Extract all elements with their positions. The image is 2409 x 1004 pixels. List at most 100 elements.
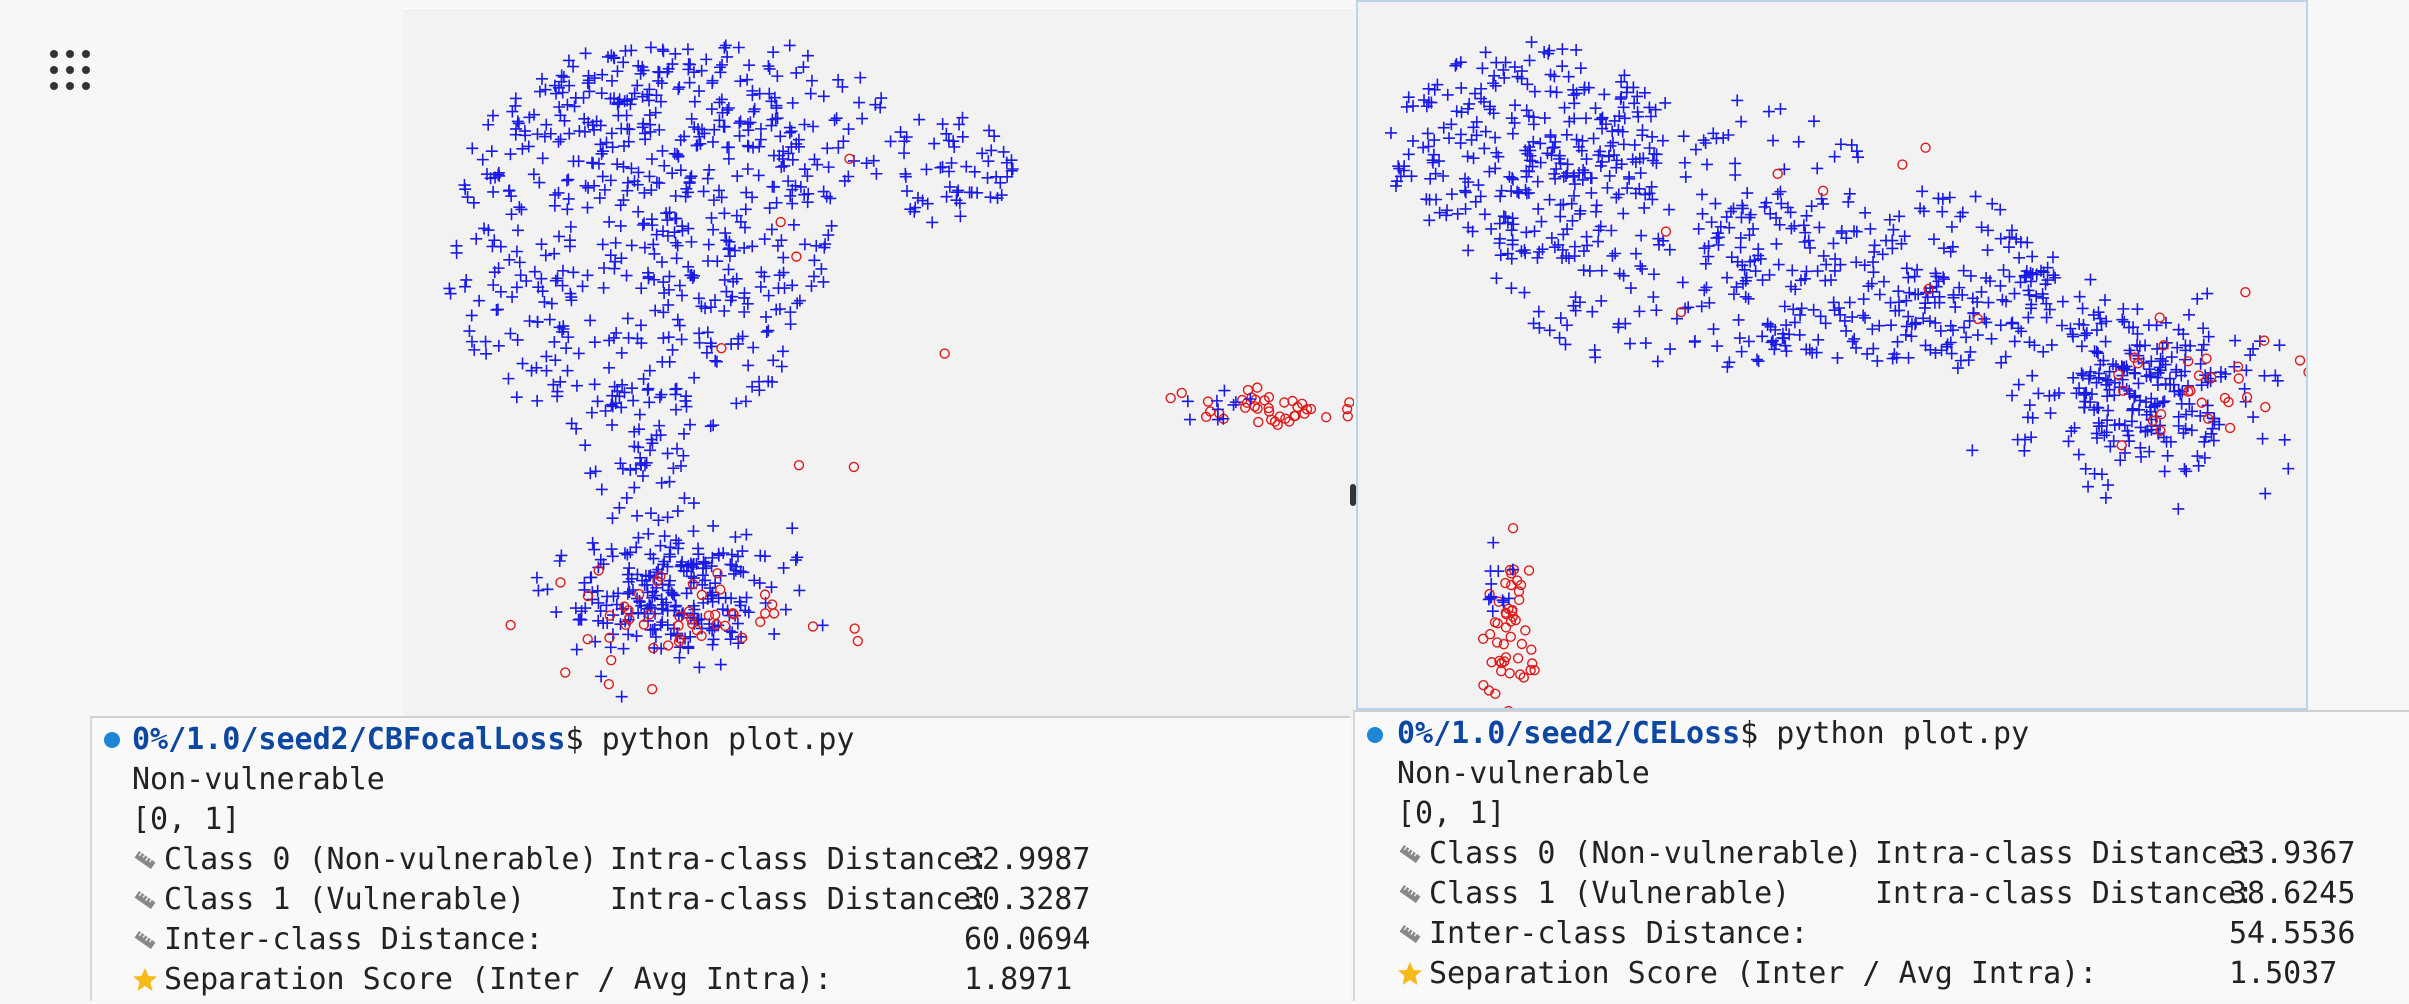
class0-point xyxy=(460,273,473,286)
class0-point xyxy=(1183,413,1196,426)
class0-point xyxy=(1735,345,1748,358)
class0-point xyxy=(1848,332,1861,345)
class0-point xyxy=(623,123,636,136)
class0-point xyxy=(1840,324,1853,337)
class0-point xyxy=(2101,414,2114,427)
class1-point xyxy=(1263,402,1274,414)
class0-point xyxy=(2198,451,2211,464)
class0-point xyxy=(2065,425,2078,438)
class0-point xyxy=(531,315,544,328)
class1-point xyxy=(1505,631,1516,643)
class1-point xyxy=(1923,283,1934,295)
class0-point xyxy=(1489,79,1502,92)
class0-point xyxy=(2195,379,2208,392)
class0-point xyxy=(1518,243,1531,256)
class0-point xyxy=(1995,356,2008,369)
class0-point xyxy=(1940,340,1953,353)
class0-point xyxy=(693,336,706,349)
class0-point xyxy=(656,256,669,269)
class0-point xyxy=(1621,182,1634,195)
star-icon xyxy=(132,964,158,991)
class0-point xyxy=(2133,340,2146,353)
class0-point xyxy=(1739,290,1752,303)
class0-point xyxy=(2047,269,2060,282)
class0-point xyxy=(1577,164,1590,177)
class0-point xyxy=(1570,43,1583,56)
class0-point xyxy=(675,289,688,302)
class0-point xyxy=(765,119,778,132)
class0-point xyxy=(1692,222,1705,235)
class0-point xyxy=(725,338,738,351)
class0-point xyxy=(1584,172,1597,185)
class0-point xyxy=(2134,421,2147,434)
class0-point xyxy=(621,176,634,189)
class0-point xyxy=(1466,225,1479,238)
class0-point xyxy=(1778,300,1791,313)
class0-point xyxy=(597,281,610,294)
class1-point xyxy=(1525,664,1536,676)
class0-point xyxy=(725,548,738,561)
class0-point xyxy=(798,118,811,131)
class0-point xyxy=(1820,258,1833,271)
class0-point xyxy=(588,543,601,556)
class0-point xyxy=(913,113,926,126)
class0-point xyxy=(1570,133,1583,146)
class0-point xyxy=(582,181,595,194)
class0-point xyxy=(801,170,814,183)
class1-point xyxy=(1492,618,1503,629)
class0-point xyxy=(1656,134,1669,147)
class0-point xyxy=(2168,385,2181,398)
class0-point xyxy=(1787,303,1800,316)
class0-point xyxy=(664,628,677,641)
class0-point xyxy=(2145,420,2158,433)
ruler-icon xyxy=(132,844,158,870)
class0-point xyxy=(1635,229,1648,242)
class0-point xyxy=(2282,462,2295,475)
class0-point xyxy=(2055,319,2068,332)
class0-point xyxy=(648,273,661,286)
class0-point xyxy=(2021,236,2034,249)
class0-point xyxy=(731,617,744,630)
class0-point xyxy=(2013,251,2026,264)
class0-point xyxy=(709,577,722,590)
class1-point xyxy=(1972,313,1984,325)
class0-point xyxy=(1590,205,1603,218)
class0-point xyxy=(1699,137,1712,150)
class0-point xyxy=(535,238,548,251)
class0-point xyxy=(730,209,743,222)
class0-point xyxy=(1700,158,1713,171)
terminal-panel-cbfocalloss[interactable]: 0%/1.0/seed2/CBFocalLoss$ python plot.py… xyxy=(90,716,1350,1001)
class0-point xyxy=(528,108,541,121)
resize-handle[interactable] xyxy=(1350,484,1356,506)
class0-point xyxy=(940,190,953,203)
class0-point xyxy=(2185,424,2198,437)
prompt-line: 0%/1.0/seed2/CBFocalLoss$ python plot.py xyxy=(132,720,854,760)
class0-point xyxy=(1561,158,1574,171)
class0-point xyxy=(1497,63,1510,76)
terminal-panel-celoss[interactable]: 0%/1.0/seed2/CELoss$ python plot.py Non-… xyxy=(1353,710,2409,1001)
class0-point xyxy=(1508,61,1521,74)
class0-point xyxy=(1463,97,1476,110)
class0-point xyxy=(1545,231,1558,244)
class0-point xyxy=(1636,129,1649,142)
grid-icon[interactable] xyxy=(48,48,92,92)
class0-point xyxy=(736,330,749,343)
metric-name: Intra-class Distance: xyxy=(610,842,990,877)
class0-point xyxy=(1506,563,1519,576)
class0-point xyxy=(1495,184,1508,197)
class0-point xyxy=(789,554,802,567)
class0-point xyxy=(549,354,562,367)
class1-point xyxy=(1507,611,1519,622)
class1-point xyxy=(759,608,771,619)
class0-point xyxy=(1890,351,1903,364)
class0-point xyxy=(468,343,481,356)
class0-point xyxy=(1646,193,1659,206)
class0-point xyxy=(671,629,684,642)
class0-point xyxy=(1729,168,1742,181)
class0-point xyxy=(2161,449,2174,462)
class0-point xyxy=(2256,432,2269,445)
class0-point xyxy=(1594,145,1607,158)
scatter-plot xyxy=(443,39,1354,703)
class0-point xyxy=(2131,303,2144,316)
class0-point xyxy=(2018,444,2031,457)
